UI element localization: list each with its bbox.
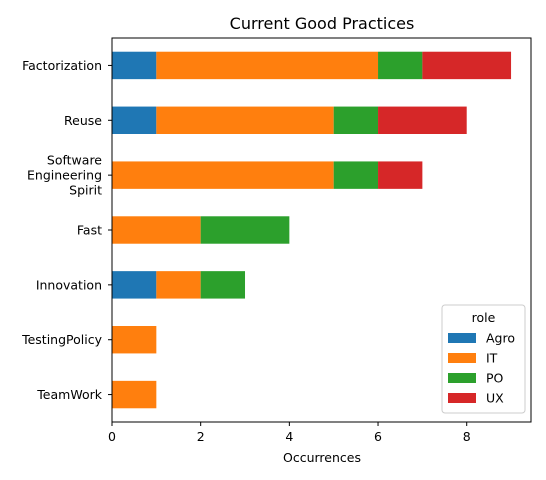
legend-swatch-po (448, 373, 476, 383)
y-tick-label-line: Factorization (22, 58, 102, 73)
y-tick-label-line: TestingPolicy (21, 332, 103, 347)
y-tick-label: Software Engineering Spirit (27, 153, 102, 198)
x-tick-label: 0 (108, 429, 116, 444)
x-tick-label: 8 (463, 429, 471, 444)
y-tick-label: Innovation (36, 277, 102, 292)
bar-ux-1 (378, 106, 467, 134)
y-tick-label-line: TeamWork (36, 387, 102, 402)
legend-label-it: IT (486, 351, 498, 366)
y-tick-label-line: Spirit (69, 183, 102, 198)
bar-ux-0 (422, 51, 512, 80)
bar-it-6 (112, 380, 157, 409)
bar-agro-0 (112, 51, 157, 80)
y-ticks: Factorization Reuse Software Engineering Spi… (21, 58, 112, 402)
chart-title: Current Good Practices (230, 14, 415, 33)
y-tick-label: TestingPolicy (21, 332, 103, 347)
y-tick-label-line: Fast (77, 223, 102, 238)
bar-it-0 (156, 51, 379, 80)
x-ticks: 0 2 4 6 8 (108, 422, 471, 444)
legend: role Agro IT PO UX (441, 304, 526, 414)
legend-swatch-ux (448, 393, 476, 403)
y-tick-label-line: Reuse (64, 113, 102, 128)
y-tick-label-line: Software (47, 153, 102, 168)
legend-label-agro: Agro (486, 331, 515, 346)
bar-agro-1 (112, 106, 157, 134)
legend-title: role (472, 310, 496, 325)
bar-it-2 (112, 161, 334, 189)
y-tick-label-line: Engineering (27, 168, 102, 183)
y-tick-label: TeamWork (36, 387, 102, 402)
x-tick-label: 6 (374, 429, 382, 444)
y-tick-label: Reuse (64, 113, 102, 128)
bar-it-3 (112, 216, 201, 244)
legend-swatch-it (448, 353, 476, 363)
bars (112, 51, 512, 409)
bar-po-0 (378, 51, 423, 80)
y-tick-label: Fast (77, 223, 102, 238)
bar-it-4 (156, 271, 201, 299)
axes-box (111, 37, 532, 423)
bar-po-4 (200, 271, 246, 299)
bar-agro-4 (112, 271, 157, 299)
legend-label-po: PO (486, 371, 504, 386)
legend-label-ux: UX (486, 391, 504, 406)
y-tick-label: Factorization (22, 58, 102, 73)
bar-it-1 (156, 106, 334, 134)
bar-it-5 (112, 326, 157, 354)
y-tick-label-line: Innovation (36, 277, 102, 292)
legend-box (441, 304, 526, 414)
bar-ux-2 (378, 161, 423, 189)
legend-swatch-agro (448, 333, 476, 343)
bar-po-1 (333, 106, 379, 134)
bar-po-3 (200, 216, 290, 244)
bar-po-2 (333, 161, 379, 189)
x-axis-label: Occurrences (283, 450, 361, 465)
plot-frame (111, 37, 532, 423)
x-tick-label: 2 (197, 429, 205, 444)
x-tick-label: 4 (285, 429, 293, 444)
